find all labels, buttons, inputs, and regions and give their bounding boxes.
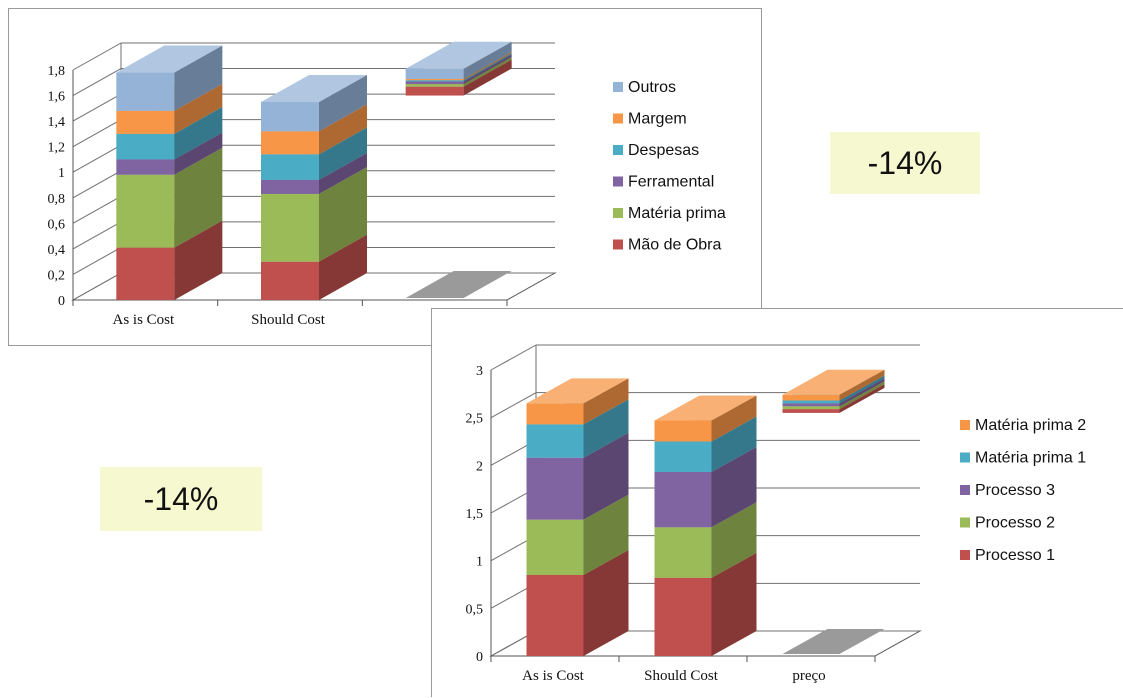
chart-top-gridline-side: [72, 144, 122, 173]
chart-top-bar-segment: [261, 74, 367, 132]
chart-bottom-legend-swatch: [960, 550, 970, 560]
percentage-callout-bottom: -14%: [100, 467, 262, 531]
chart-top-legend-label: Margem: [628, 111, 687, 128]
chart-bottom-y-tick-label: 0: [476, 650, 483, 665]
stacked-bar-chart-top: 0 0,2 0,4 0,6 0,8 1 1,2 1,4 1,6 1,8 As is Cost Shou…: [48, 41, 726, 328]
chart-bottom-category-label: preço: [792, 668, 825, 684]
chart-top-y-tick-label: 1: [58, 166, 65, 181]
chart-top-legend-swatch: [613, 82, 623, 92]
chart-top-gridline-side: [72, 42, 122, 71]
chart-top-y-tick-label: 1,6: [48, 90, 66, 105]
chart-bottom-gridline-side: [490, 344, 537, 371]
chart-bottom-legend-swatch: [960, 485, 970, 495]
chart-top-gridline-side: [72, 93, 122, 122]
chart-top-y-tick-label: 0,4: [48, 243, 66, 258]
chart-top-legend-swatch: [613, 113, 623, 124]
chart-top-gridline-side: [72, 119, 122, 148]
chart-top-legend-swatch: [613, 239, 623, 250]
chart-top-gridline-side: [72, 247, 122, 275]
chart-top-y-tick-label: 0,2: [48, 268, 66, 283]
chart-top-gridline-side: [72, 221, 122, 250]
chart-bottom-legend-label: Matéria prima 1: [975, 450, 1086, 467]
chart-bottom-bar-segment: [526, 378, 629, 425]
chart-top-floating-segment: [405, 41, 512, 79]
chart-bottom-legend-label: Processo 3: [975, 482, 1055, 499]
chart-top-y-tick-label: 1,8: [48, 64, 66, 79]
chart-bottom-y-tick-label: 1,5: [466, 507, 484, 522]
chart-bottom-bar-segment: [654, 395, 757, 442]
chart-top-legend-swatch: [613, 208, 623, 218]
chart-panel-bottom: 0 0,5 1 1,5 2 2,5 3 As is Cost Should Cost preço M…: [431, 308, 1123, 697]
chart-bottom-y-tick-label: 1: [476, 555, 483, 570]
chart-bottom-y-tick-label: 3: [476, 364, 483, 379]
chart-bottom-legend-swatch: [960, 517, 970, 528]
chart-top-legend-swatch: [613, 176, 623, 187]
chart-top-y-tick-label: 0,6: [48, 217, 66, 232]
chart-bottom-legend-label: Processo 1: [975, 547, 1055, 564]
chart-top-y-tick-label: 1,4: [48, 115, 66, 130]
chart-bottom-floating-segment: [782, 369, 885, 401]
chart-top-bar-segment: [116, 45, 223, 111]
chart-top-gridline-side: [72, 272, 122, 301]
chart-top-y-tick-label: 0: [58, 294, 65, 309]
chart-bottom-bar-segment: [526, 494, 629, 575]
percentage-callout-top: -14%: [830, 132, 980, 194]
chart-top-y-tick-label: 0,8: [48, 192, 66, 207]
chart-top-y-tick-label: 1,2: [48, 141, 66, 156]
chart-top-category-label: As is Cost: [112, 312, 175, 328]
chart-bottom-gridline-side: [490, 392, 537, 419]
chart-top-legend-label: Matéria prima: [628, 205, 726, 222]
chart-bottom-category-label: Should Cost: [644, 668, 719, 684]
chart-bottom-y-tick-label: 0,5: [466, 602, 484, 617]
chart-bottom-y-tick-label: 2: [476, 459, 483, 474]
chart-panel-top: 0 0,2 0,4 0,6 0,8 1 1,2 1,4 1,6 1,8 As is Cost Shou…: [8, 8, 762, 346]
chart-top-empty-bar-shadow: [405, 271, 512, 298]
chart-top-category-label: Should Cost: [251, 312, 326, 328]
chart-bottom-legend-label: Processo 2: [975, 515, 1055, 532]
chart-bottom-legend-swatch: [960, 420, 970, 430]
chart-top-legend-swatch: [613, 145, 623, 155]
chart-top-legend-label: Despesas: [628, 142, 699, 159]
chart-bottom-empty-bar-shadow: [782, 629, 885, 654]
chart-top-legend-label: Ferramental: [628, 174, 714, 191]
stacked-bar-chart-bottom: 0 0,5 1 1,5 2 2,5 3 As is Cost Should Cost preço M…: [466, 344, 1086, 684]
chart-top-gridline-side: [72, 170, 122, 199]
chart-bottom-category-label: As is Cost: [522, 668, 585, 684]
chart-bottom-y-tick-label: 2,5: [466, 412, 484, 427]
chart-bottom-legend-label: Matéria prima 2: [975, 417, 1086, 434]
chart-top-gridline-side: [72, 195, 122, 224]
chart-top-legend-label: Outros: [628, 79, 676, 96]
chart-bottom-legend-swatch: [960, 452, 970, 463]
chart-bottom-bar-segment: [654, 447, 757, 528]
chart-top-legend-label: Mão de Obra: [628, 237, 721, 254]
chart-top-gridline-side: [72, 68, 122, 96]
